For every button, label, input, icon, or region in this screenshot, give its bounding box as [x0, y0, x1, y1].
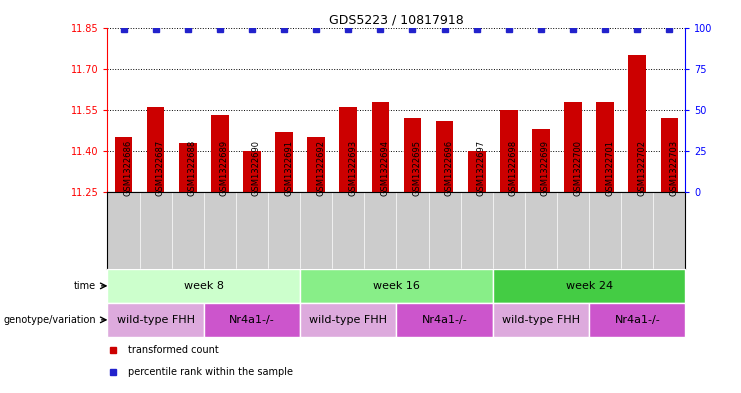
Bar: [493, 303, 589, 337]
Bar: [300, 269, 493, 303]
Bar: [339, 107, 357, 192]
Bar: [404, 118, 422, 192]
Bar: [564, 101, 582, 192]
Text: GSM1322703: GSM1322703: [669, 140, 678, 196]
Text: wild-type FHH: wild-type FHH: [502, 315, 580, 325]
Text: GSM1322694: GSM1322694: [380, 140, 389, 196]
Text: GSM1322696: GSM1322696: [445, 140, 453, 196]
Text: GSM1322698: GSM1322698: [509, 140, 518, 196]
Text: GSM1322689: GSM1322689: [220, 140, 229, 196]
Text: GSM1322692: GSM1322692: [316, 140, 325, 196]
Bar: [243, 151, 261, 192]
Text: GSM1322691: GSM1322691: [284, 140, 293, 196]
Text: GSM1322695: GSM1322695: [413, 140, 422, 196]
Text: GSM1322686: GSM1322686: [124, 140, 133, 196]
Text: GSM1322702: GSM1322702: [637, 140, 646, 196]
Bar: [107, 303, 204, 337]
Bar: [204, 303, 300, 337]
Bar: [396, 303, 493, 337]
Text: GSM1322690: GSM1322690: [252, 140, 261, 196]
Text: Nr4a1-/-: Nr4a1-/-: [229, 315, 275, 325]
Bar: [532, 129, 550, 192]
Title: GDS5223 / 10817918: GDS5223 / 10817918: [329, 13, 464, 26]
Bar: [660, 118, 678, 192]
Bar: [371, 101, 389, 192]
Bar: [628, 55, 646, 192]
Bar: [300, 303, 396, 337]
Text: Nr4a1-/-: Nr4a1-/-: [614, 315, 660, 325]
Text: GSM1322687: GSM1322687: [156, 140, 165, 196]
Text: week 16: week 16: [373, 281, 420, 291]
Bar: [147, 107, 165, 192]
Text: week 8: week 8: [184, 281, 224, 291]
Text: GSM1322699: GSM1322699: [541, 140, 550, 196]
Text: GSM1322697: GSM1322697: [476, 140, 485, 196]
Bar: [179, 143, 196, 192]
Text: week 24: week 24: [565, 281, 613, 291]
Bar: [211, 115, 229, 192]
Text: GSM1322693: GSM1322693: [348, 140, 357, 196]
Text: GSM1322701: GSM1322701: [605, 140, 614, 196]
Bar: [493, 269, 685, 303]
Text: transformed count: transformed count: [127, 345, 219, 355]
Bar: [597, 101, 614, 192]
Text: time: time: [74, 281, 96, 291]
Bar: [308, 137, 325, 192]
Bar: [115, 137, 133, 192]
Bar: [500, 110, 518, 192]
Text: wild-type FHH: wild-type FHH: [116, 315, 195, 325]
Text: GSM1322688: GSM1322688: [187, 140, 196, 196]
Text: Nr4a1-/-: Nr4a1-/-: [422, 315, 468, 325]
Text: GSM1322700: GSM1322700: [573, 140, 582, 196]
Bar: [468, 151, 485, 192]
Bar: [589, 303, 685, 337]
Bar: [436, 121, 453, 192]
Bar: [275, 132, 293, 192]
Bar: [107, 269, 300, 303]
Text: genotype/variation: genotype/variation: [3, 315, 96, 325]
Text: percentile rank within the sample: percentile rank within the sample: [127, 367, 293, 376]
Text: wild-type FHH: wild-type FHH: [309, 315, 388, 325]
